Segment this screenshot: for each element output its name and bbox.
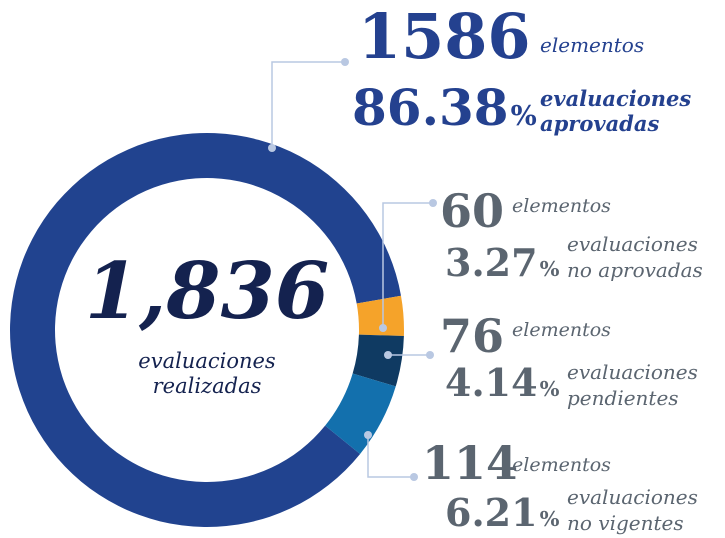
count-value: 1586 (358, 0, 531, 73)
percent-unit: % (540, 256, 560, 281)
description: evaluaciones (567, 360, 698, 384)
count-value: 114 (422, 436, 518, 490)
percent-value: 86.38 (352, 78, 509, 137)
percent-label: 4.14% (445, 360, 560, 405)
description: aprovadas (540, 111, 659, 136)
leader-dot (341, 58, 349, 66)
description: evaluaciones (567, 232, 698, 256)
leader-dot (364, 431, 372, 439)
leader-dot (429, 199, 437, 207)
percent-value: 4.14 (445, 360, 538, 405)
description: evaluaciones (567, 485, 698, 509)
leader-dot (379, 324, 387, 332)
count-value: 76 (440, 309, 504, 363)
count-value: 60 (440, 184, 504, 238)
percent-unit: % (540, 506, 560, 531)
percent-unit: % (511, 100, 537, 132)
donut-slice (356, 295, 404, 336)
leader-line (382, 202, 433, 328)
description: no vigentes (567, 511, 684, 535)
percent-value: 3.27 (445, 240, 538, 285)
count-unit: elementos (512, 454, 611, 476)
total-caption: realizadas (153, 374, 262, 398)
donut-slice (325, 373, 396, 454)
leader-line (271, 61, 345, 148)
leader-dot (268, 144, 276, 152)
percent-value: 6.21 (445, 490, 538, 535)
percent-label: 3.27% (445, 240, 560, 285)
percent-unit: % (540, 376, 560, 401)
total-value: 1,836 (85, 246, 329, 337)
count-unit: elementos (512, 195, 611, 217)
description: no aprovadas (567, 258, 703, 282)
total-caption: evaluaciones (138, 349, 276, 373)
description: pendientes (567, 386, 679, 410)
leader-dot (426, 351, 434, 359)
count-unit: elementos (512, 319, 611, 341)
description: evaluaciones (540, 86, 691, 111)
count-unit: elementos (540, 33, 644, 57)
leader-dot (410, 473, 418, 481)
percent-label: 6.21% (445, 490, 560, 535)
leader-dot (384, 351, 392, 359)
donut-slice (352, 334, 404, 387)
percent-label: 86.38% (352, 78, 537, 137)
leader-line (367, 435, 414, 478)
